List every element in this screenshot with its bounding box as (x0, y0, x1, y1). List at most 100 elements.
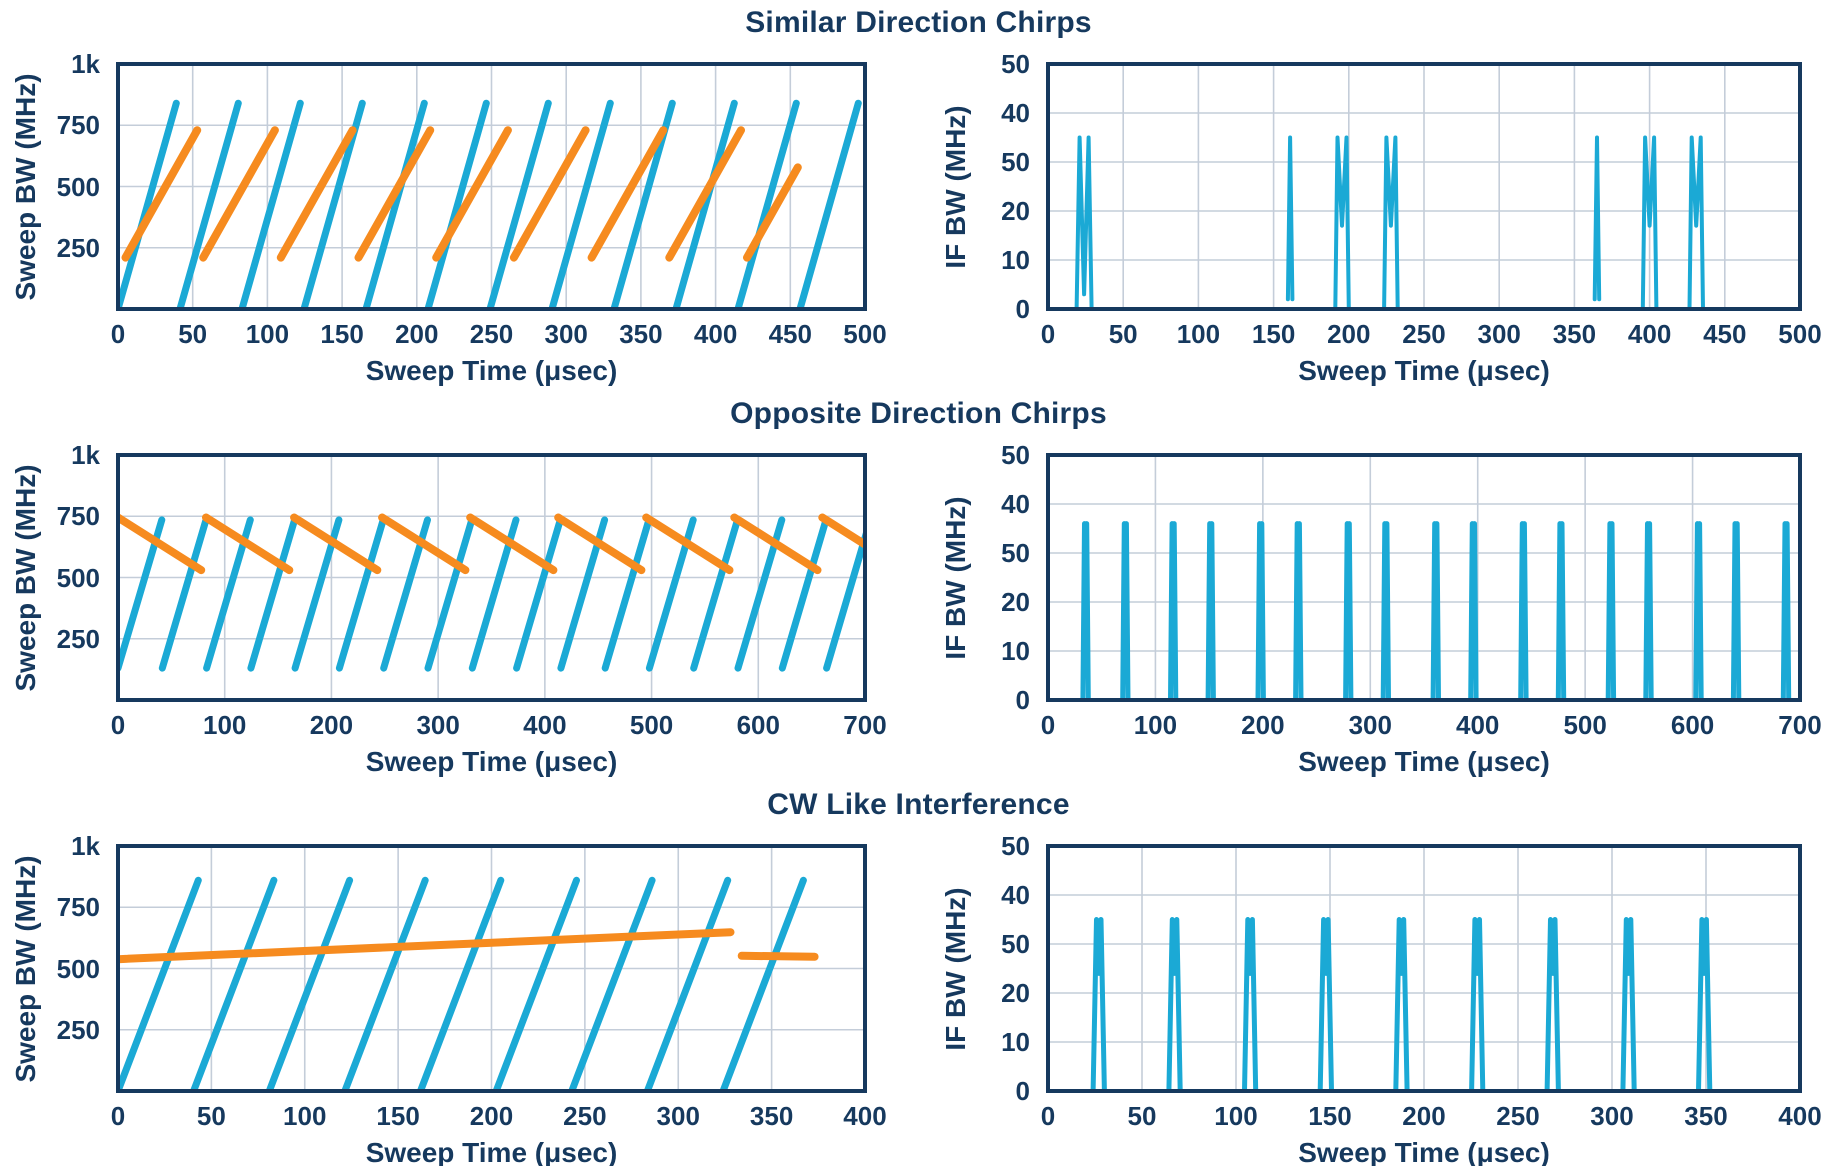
x-tick-label: 250 (563, 1101, 607, 1131)
x-tick-label: 700 (843, 710, 887, 740)
IF-beat-spikes-line (1518, 521, 1529, 700)
y-tick-label: 500 (56, 171, 100, 202)
IF-beat-spikes-line (1620, 917, 1637, 1091)
interference-chirps-line (554, 513, 646, 575)
IF-beat-spikes-line (1317, 917, 1334, 1091)
victim-chirps-line (672, 99, 738, 309)
y-tick-label: 750 (56, 501, 100, 532)
IF-beat-spikes-line (1592, 135, 1602, 302)
y-tick-label: 50 (1001, 147, 1030, 177)
IF-beat-spikes-line (1255, 521, 1266, 700)
x-tick-label: 0 (110, 319, 126, 349)
x-tick-label: 300 (1477, 319, 1521, 349)
y-tick-label: 750 (56, 110, 100, 141)
x-axis-label: Sweep Time (μsec) (365, 1137, 618, 1166)
plot-border (116, 62, 867, 311)
x-tick-label: 600 (736, 710, 780, 740)
IF-beat-spikes-line (1555, 521, 1567, 700)
x-tick-label: 150 (1308, 1101, 1352, 1131)
y-tick-label: 40 (1001, 880, 1030, 910)
interference-chirps-line (199, 126, 279, 262)
chart-title-opposite-direction: Opposite Direction Chirps (730, 397, 1107, 430)
interference-chirps-line (354, 126, 435, 262)
x-tick-label: 300 (416, 710, 460, 740)
victim-chirps-line (362, 99, 428, 309)
interference-chirps-line (665, 126, 745, 262)
y-tick-label: 40 (1001, 98, 1030, 128)
victim-chirps-line (690, 516, 741, 672)
x-tick-label: 300 (656, 1101, 700, 1131)
x-tick-label: 250 (1402, 319, 1446, 349)
x-tick-label: 500 (629, 710, 674, 740)
x-tick-label: 0 (1040, 710, 1056, 740)
x-tick-label: 400 (1778, 1101, 1822, 1131)
x-axis-label: Sweep Time (μsec) (365, 746, 618, 777)
y-tick-label: 500 (56, 953, 100, 984)
victim-chirps-line (417, 876, 505, 1091)
IF-beat-spikes-line (1730, 521, 1742, 700)
IF-beat-spikes-line (1242, 917, 1259, 1091)
y-axis-label: Sweep BW (MHz) (10, 463, 41, 692)
victim-chirps-line (601, 516, 653, 672)
x-tick-label: 400 (1627, 319, 1672, 349)
victim-chirps-line (265, 876, 354, 1091)
IF-beat-spikes-line (1382, 135, 1400, 309)
chart-title-cw-like: CW Like Interference (767, 788, 1070, 821)
IF-beat-spikes-line (1687, 135, 1705, 309)
y-tick-label: 10 (1001, 636, 1030, 666)
x-tick-label: 0 (110, 1101, 126, 1131)
plot-border (1046, 844, 1802, 1093)
y-tick-label: 500 (56, 562, 100, 593)
x-tick-label: 250 (469, 319, 514, 349)
x-tick-label: 400 (523, 710, 567, 740)
interference-chirps-line (378, 513, 470, 575)
x-tick-label: 150 (376, 1101, 420, 1131)
IF-beat-spikes-line (1640, 135, 1659, 309)
x-tick-label: 200 (309, 710, 354, 740)
x-tick-label: 300 (1348, 710, 1392, 740)
x-tick-label: 100 (1214, 1101, 1258, 1131)
y-tick-label: 0 (1015, 294, 1030, 324)
IF-beat-spikes-line (1205, 521, 1216, 700)
x-tick-label: 500 (843, 319, 887, 349)
interference-chirps-line (587, 126, 668, 262)
plot-border (1046, 453, 1802, 702)
y-tick-label: 40 (1001, 489, 1030, 519)
interference-chirps-line (466, 513, 558, 575)
y-axis-label: IF BW (MHz) (940, 104, 971, 269)
IF-beat-spikes-line (1168, 521, 1179, 700)
interference-chirps-line (276, 126, 357, 262)
x-tick-label: 100 (1176, 319, 1221, 349)
IF-beat-spikes-line (1393, 917, 1410, 1091)
x-tick-label: 400 (693, 319, 738, 349)
IF-beat-spikes-line (1780, 521, 1792, 700)
x-tick-label: 200 (1327, 319, 1371, 349)
x-axis-label: Sweep Time (μsec) (1298, 746, 1550, 777)
x-tick-label: 400 (1456, 710, 1500, 740)
victim-chirps-line (118, 876, 202, 1091)
y-tick-label: 50 (1001, 49, 1030, 79)
victim-chirps-line (796, 99, 862, 309)
y-tick-label: 750 (56, 892, 100, 923)
y-tick-label: 1k (71, 49, 100, 79)
interference-chirps-line (290, 513, 382, 575)
victim-chirps-line (424, 516, 476, 672)
x-tick-label: 0 (1040, 319, 1056, 349)
y-tick-label: 50 (1001, 831, 1030, 861)
y-axis-label: IF BW (MHz) (940, 886, 971, 1051)
victim-chirps-line (158, 516, 210, 672)
x-tick-label: 200 (395, 319, 439, 349)
plot-border (116, 844, 867, 1093)
victim-chirps-line (778, 516, 830, 672)
y-tick-label: 20 (1001, 196, 1030, 226)
IF-beat-spikes-line (1120, 521, 1131, 700)
interference-chirps-line (730, 513, 822, 575)
x-tick-label: 0 (110, 710, 126, 740)
victim-chirps-line (341, 876, 429, 1091)
y-tick-label: 1k (71, 831, 100, 861)
IF-beat-spikes-line (1293, 521, 1304, 700)
plot-border (1046, 62, 1802, 311)
x-tick-label: 50 (1108, 319, 1138, 349)
x-tick-label: 400 (843, 1101, 887, 1131)
